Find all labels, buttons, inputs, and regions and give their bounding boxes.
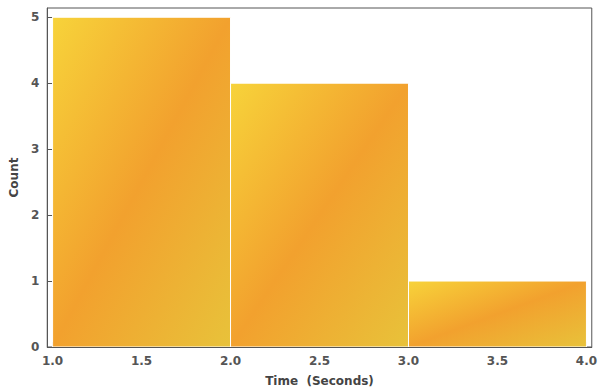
svg-text:2: 2 — [31, 208, 39, 222]
svg-text:3: 3 — [31, 142, 39, 156]
svg-text:2.0: 2.0 — [220, 354, 241, 368]
svg-text:0: 0 — [31, 340, 39, 354]
svg-text:3.5: 3.5 — [487, 354, 508, 368]
svg-text:4.0: 4.0 — [576, 354, 597, 368]
svg-text:5: 5 — [31, 10, 39, 24]
svg-text:Time (Seconds): Time (Seconds) — [265, 374, 374, 388]
svg-text:1: 1 — [31, 274, 39, 288]
svg-text:Count: Count — [7, 157, 21, 197]
svg-text:4: 4 — [31, 76, 39, 90]
svg-text:3.0: 3.0 — [398, 354, 419, 368]
svg-text:1.5: 1.5 — [131, 354, 152, 368]
svg-text:2.5: 2.5 — [309, 354, 330, 368]
svg-text:1.0: 1.0 — [42, 354, 63, 368]
